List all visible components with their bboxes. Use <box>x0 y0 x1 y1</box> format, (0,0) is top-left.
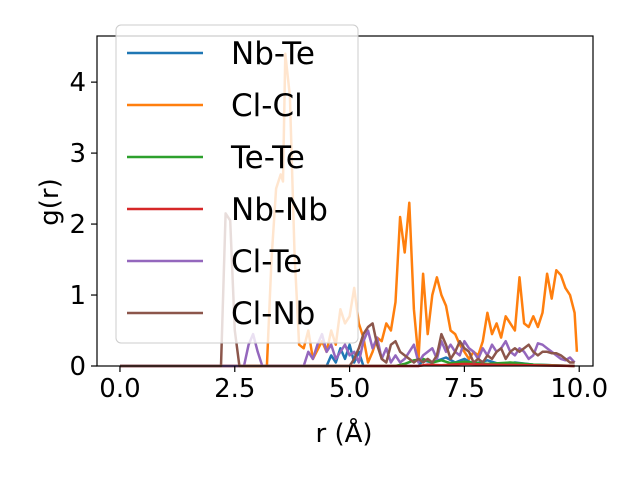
legend-label-nb-nb: Nb-Nb <box>231 192 328 228</box>
x-tick-label: 2.5 <box>214 374 255 404</box>
y-tick-label: 0 <box>69 352 86 382</box>
series-line-te-te <box>120 357 575 368</box>
legend-label-cl-nb: Cl-Nb <box>231 296 315 332</box>
series-line-cl-cl <box>120 52 579 368</box>
x-tick-label: 0.0 <box>99 374 140 404</box>
y-tick-label: 2 <box>69 210 86 240</box>
x-tick-label: 10.0 <box>550 374 608 404</box>
y-tick-label: 1 <box>69 281 86 311</box>
y-axis-label: g(r) <box>35 178 65 225</box>
legend-items: Nb-Te Cl-Cl Te-Te Nb-Nb Cl-Te Cl-Nb <box>127 36 328 332</box>
x-axis-label: r (Å) <box>315 417 372 449</box>
y-axis-ticks: 0 1 2 3 4 <box>69 68 97 382</box>
legend-label-cl-te: Cl-Te <box>231 244 302 280</box>
y-tick-label: 4 <box>69 68 86 98</box>
x-tick-label: 5.0 <box>329 374 370 404</box>
series-line-cl-te <box>120 329 576 368</box>
legend: Nb-Te Cl-Cl Te-Te Nb-Nb Cl-Te Cl-Nb <box>115 24 359 344</box>
legend-label-te-te: Te-Te <box>230 140 305 176</box>
legend-label-cl-cl: Cl-Cl <box>231 88 303 124</box>
y-tick-label: 3 <box>69 139 86 169</box>
series-line-cl-nb <box>120 212 575 368</box>
x-tick-label: 7.5 <box>444 374 485 404</box>
legend-label-nb-te: Nb-Te <box>231 36 315 72</box>
x-axis-ticks: 0.0 2.5 5.0 7.5 10.0 <box>99 366 608 404</box>
